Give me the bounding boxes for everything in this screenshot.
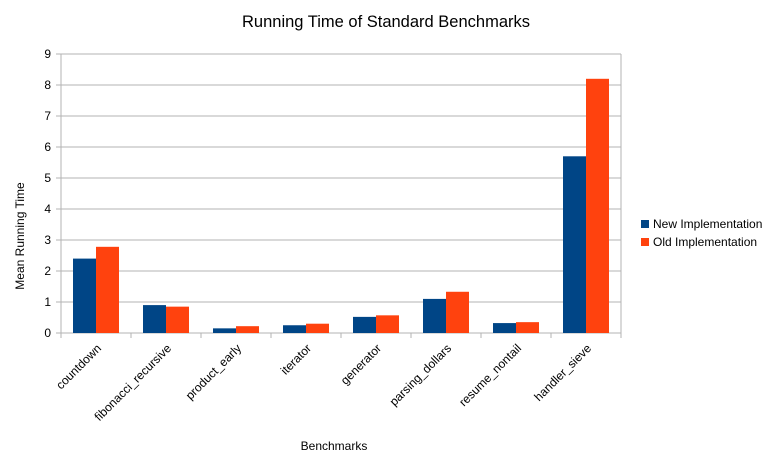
y-tick-label: 6	[44, 140, 51, 154]
x-tick-label: fibonacci_recursive	[92, 341, 175, 424]
bar-new-resume_nontail	[493, 323, 516, 333]
y-tick-label: 3	[44, 233, 51, 247]
bar-new-handler_sieve	[563, 156, 586, 333]
x-tick-label: countdown	[53, 341, 104, 392]
bar-new-product_early	[213, 328, 236, 333]
grid-lines	[56, 53, 622, 338]
legend-swatch	[641, 220, 649, 228]
x-tick-label: resume_nontail	[456, 341, 524, 409]
bar-old-fibonacci_recursive	[166, 306, 189, 333]
legend: New Implementation Old Implementation	[641, 217, 762, 249]
y-tick-label: 8	[44, 78, 51, 92]
bar-old-handler_sieve	[586, 78, 609, 333]
bar-old-resume_nontail	[516, 322, 539, 333]
legend-label: Old Implementation	[653, 235, 757, 249]
y-axis-label: Mean Running Time	[13, 182, 27, 290]
x-axis-label: Benchmarks	[301, 439, 368, 453]
bar-old-product_early	[236, 326, 259, 333]
bar-old-generator	[376, 315, 399, 333]
x-tick-label: iterator	[278, 341, 314, 377]
legend-swatch	[641, 238, 649, 246]
x-tick-label: parsing_dollars	[387, 341, 454, 408]
y-tick-label: 7	[44, 109, 51, 123]
y-tick-label: 9	[44, 47, 51, 61]
bar-old-iterator	[306, 323, 329, 333]
bars	[73, 78, 609, 333]
bar-old-countdown	[96, 246, 119, 333]
bar-new-fibonacci_recursive	[143, 305, 166, 333]
bar-new-countdown	[73, 258, 96, 333]
bar-new-generator	[353, 316, 376, 333]
x-tick-label: generator	[338, 341, 384, 387]
legend-label: New Implementation	[653, 217, 762, 231]
y-axis-ticks: 0 1 2 3 4 5 6 7 8 9	[44, 47, 51, 340]
bar-old-parsing_dollars	[446, 291, 469, 333]
x-tick-label: product_early	[183, 341, 244, 402]
x-tick-label: handler_sieve	[531, 341, 594, 404]
chart-title: Running Time of Standard Benchmarks	[242, 13, 530, 31]
y-tick-label: 5	[44, 171, 51, 185]
y-tick-label: 0	[44, 326, 51, 340]
y-tick-label: 4	[44, 202, 51, 216]
bar-new-parsing_dollars	[423, 298, 446, 333]
bar-new-iterator	[283, 325, 306, 333]
y-tick-label: 1	[44, 295, 51, 309]
y-tick-label: 2	[44, 264, 51, 278]
